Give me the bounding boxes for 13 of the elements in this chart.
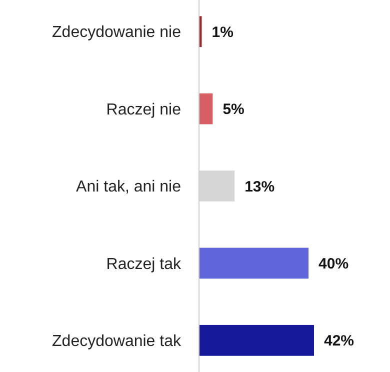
y-tick-label: Ani tak, ani nie [76, 178, 182, 196]
data-label: 13% [244, 178, 275, 196]
bar [199, 93, 213, 124]
y-tick-label: Zdecydowanie tak [52, 333, 182, 350]
bar [199, 248, 309, 279]
data-label: 1% [212, 24, 234, 41]
data-label: 5% [222, 101, 244, 118]
bar [199, 324, 314, 356]
y-tick-label: Zdecydowanie nie [52, 24, 182, 42]
y-tick-label: Raczej tak [106, 256, 182, 273]
y-tick-label: Raczej nie [106, 101, 182, 118]
data-label: 42% [324, 332, 354, 350]
data-label: 40% [318, 255, 349, 272]
